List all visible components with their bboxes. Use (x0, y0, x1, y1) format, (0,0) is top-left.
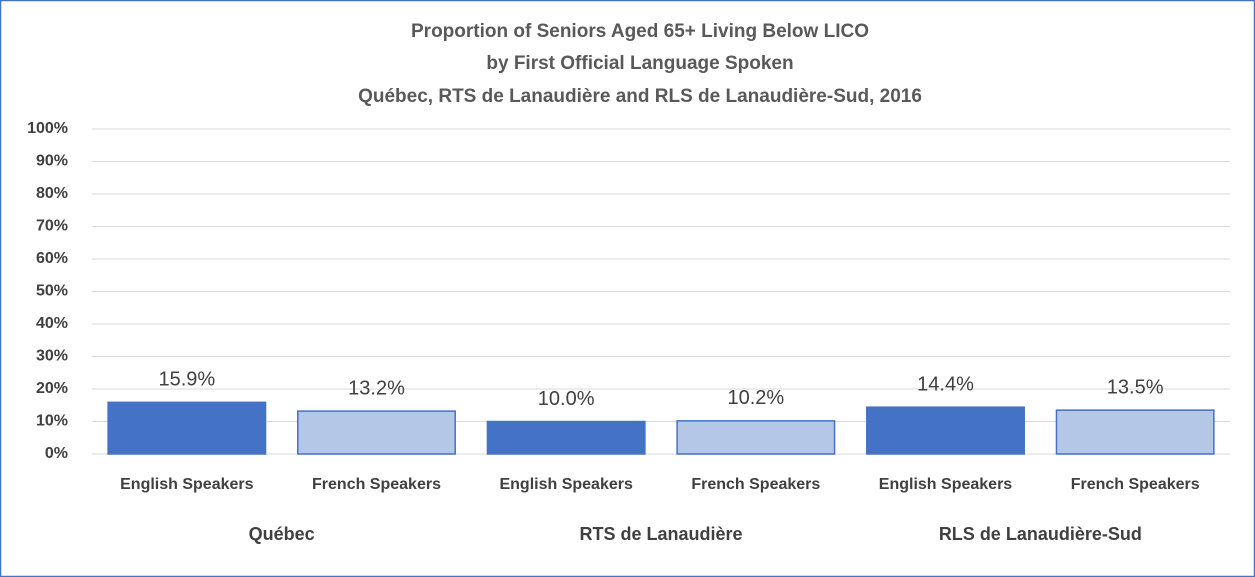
value-label: 14.4% (917, 373, 974, 395)
value-label: 13.5% (1107, 376, 1164, 398)
y-tick-label: 90% (36, 153, 68, 170)
value-label: 13.2% (348, 377, 405, 399)
chart-title: by First Official Language Spoken (486, 53, 793, 74)
x-tick-label: English Speakers (120, 476, 253, 493)
group-label: RTS de Lanaudière (579, 524, 742, 544)
bar (866, 406, 1025, 455)
bar (676, 420, 836, 455)
y-tick-label: 70% (36, 218, 68, 235)
bar (1055, 409, 1215, 455)
x-tick-label: English Speakers (879, 476, 1012, 493)
y-tick-label: 10% (36, 413, 68, 430)
group-label: Québec (249, 524, 315, 544)
bar (486, 420, 646, 455)
x-tick-label: English Speakers (499, 476, 632, 493)
y-tick-label: 40% (36, 315, 68, 332)
y-tick-label: 100% (27, 120, 68, 137)
chart-title: Proportion of Seniors Aged 65+ Living Be… (411, 21, 869, 42)
value-label: 15.9% (158, 369, 215, 391)
y-tick-label: 50% (36, 283, 68, 300)
x-tick-label: French Speakers (691, 476, 820, 493)
y-tick-label: 30% (36, 348, 68, 365)
y-tick-label: 0% (45, 445, 68, 462)
y-tick-label: 60% (36, 250, 68, 267)
x-tick-label: French Speakers (312, 476, 441, 493)
y-tick-label: 80% (36, 185, 68, 202)
x-tick-label: French Speakers (1071, 476, 1200, 493)
y-tick-label: 20% (36, 380, 68, 397)
group-label: RLS de Lanaudière-Sud (939, 524, 1142, 544)
value-label: 10.2% (727, 387, 784, 409)
bar (107, 401, 267, 455)
bar (297, 410, 456, 455)
value-label: 10.0% (538, 388, 595, 410)
chart-title: Québec, RTS de Lanaudière and RLS de Lan… (358, 86, 922, 107)
